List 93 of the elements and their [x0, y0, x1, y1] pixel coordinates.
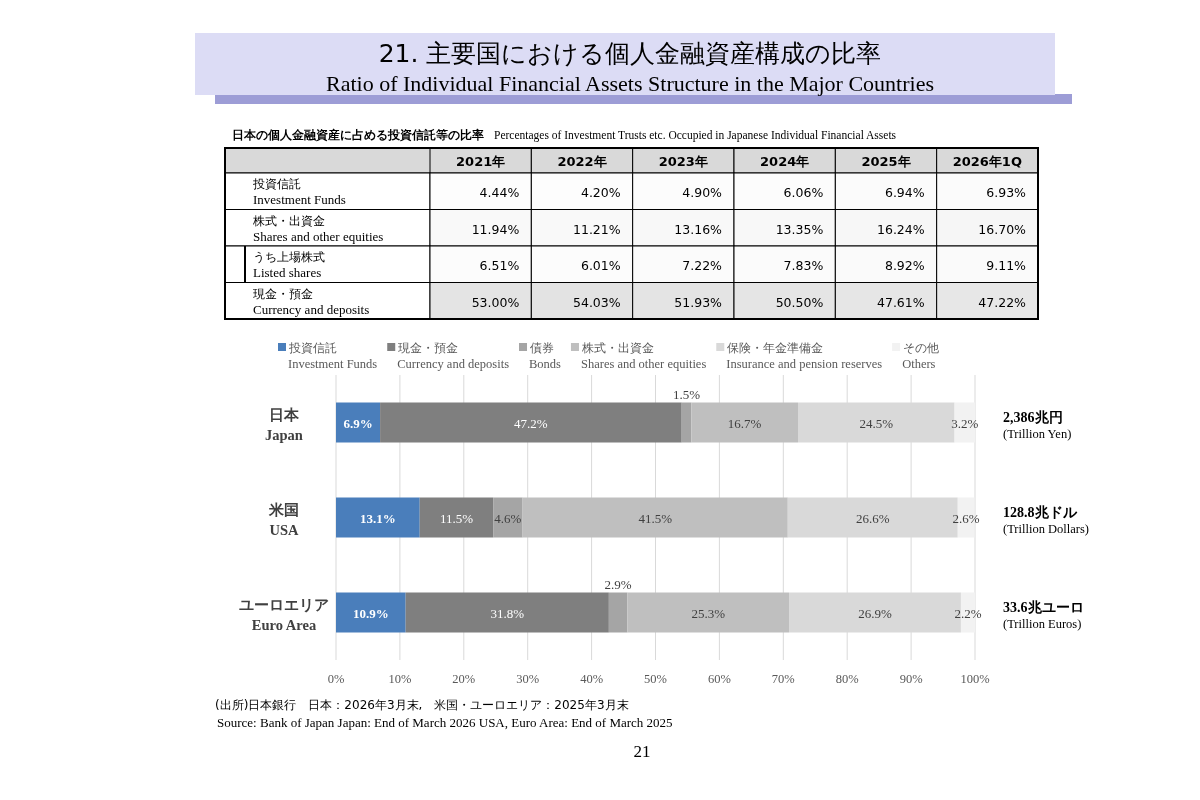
y-tick-label: うち上場株式 Listed shares — [253, 250, 325, 280]
data-label: 6.93% — [986, 185, 1027, 200]
data-label: 6.01% — [580, 258, 621, 273]
data-label: 6.06% — [783, 185, 824, 200]
x-tick-label: 90% — [899, 672, 923, 686]
data-label: 47.22% — [978, 294, 1027, 310]
y-tick-label: 日本 Japan — [265, 406, 303, 443]
text: 日本の個人金融資産に占める投資信託等の比率 — [232, 128, 484, 142]
bar — [627, 592, 790, 633]
data-label: 51.93% — [674, 294, 723, 310]
x-tick-label: 60% — [707, 672, 731, 686]
data-label: 4.44% — [479, 185, 520, 200]
data-label: 6.94% — [884, 185, 925, 200]
value-label: 1.5% — [672, 386, 701, 402]
value-label: 47.2% — [514, 415, 548, 431]
bar — [522, 497, 788, 538]
bar — [380, 402, 682, 443]
bar — [493, 497, 523, 538]
data-label: 13.35% — [775, 221, 824, 237]
text: 128.8兆ドル (Trillion Dollars) — [1003, 504, 1089, 536]
x-tick-label: 80% — [835, 672, 859, 686]
data-label: 16.70% — [978, 221, 1027, 237]
legend-label: 保険・年金準備金 Insurance and pension reserves — [726, 341, 883, 371]
y-tick-label: 株式・出資金 Shares and other equities — [252, 213, 384, 244]
value-label: 16.7% — [727, 415, 762, 431]
value-label: 2.6% — [952, 510, 980, 526]
x-tick-label: 2021年 — [456, 154, 506, 169]
legend-label: その他 Others — [902, 341, 940, 371]
legend-label: 債券 Bonds — [529, 341, 562, 371]
text: 2,386兆円 (Trillion Yen) — [1003, 409, 1072, 441]
x-tick-label: 2022年 — [557, 154, 607, 169]
x-tick-label: 2026年1Q — [952, 154, 1022, 169]
bar — [336, 402, 381, 443]
data-label: 54.03% — [572, 294, 621, 310]
legend-label: 株式・出資金 Shares and other equities — [580, 341, 707, 371]
data-label: 8.92% — [884, 258, 925, 273]
x-tick-label: 100% — [960, 672, 990, 686]
value-label: 10.9% — [352, 605, 389, 621]
x-tick-label: 0% — [327, 672, 345, 686]
data-label: 6.51% — [479, 258, 520, 273]
data-label: 47.61% — [876, 294, 925, 310]
data-label: 11.21% — [572, 221, 621, 237]
x-tick-label: 10% — [388, 672, 412, 686]
x-tick-label: 50% — [644, 672, 667, 686]
x-tick-label: 20% — [452, 672, 476, 686]
text: Percentages of Investment Trusts etc. Occupied in Japanese Individual Financial Assets — [494, 129, 897, 142]
value-label: 26.6% — [855, 510, 890, 526]
value-label: 25.3% — [691, 605, 725, 621]
data-label: 11.94% — [471, 221, 520, 237]
source-note: Source: Bank of Japan Japan: End of March 2026 USA, Euro Area: End of March 2025 — [217, 715, 673, 730]
value-label: 31.8% — [490, 605, 525, 621]
bar — [336, 497, 420, 538]
y-tick-label: 米国 USA — [268, 501, 300, 538]
value-label: 4.6% — [494, 510, 522, 526]
bar — [608, 592, 628, 633]
value-label: 3.2% — [951, 415, 979, 431]
bar — [681, 402, 692, 443]
x-tick-label: 70% — [771, 672, 795, 686]
bar — [405, 592, 609, 633]
x-tick-label: 2023年 — [658, 154, 708, 169]
value-label: 6.9% — [343, 415, 373, 431]
y-tick-label: 投資信託 Investment Funds — [252, 177, 346, 207]
x-tick-label: 30% — [516, 672, 540, 686]
chart-title: 21. 主要国における個人金融資産構成の比率 — [378, 39, 882, 68]
chart-subtitle: Ratio of Individual Financial Assets Structure in the Major Countries — [326, 71, 934, 96]
data-label: 13.16% — [674, 221, 723, 237]
value-label: 2.9% — [604, 576, 632, 592]
x-tick-label: 40% — [580, 672, 604, 686]
value-label: 24.5% — [859, 415, 894, 431]
bar — [419, 497, 494, 538]
bar — [336, 592, 406, 633]
text: 33.6兆ユーロ (Trillion Euros) — [1003, 599, 1084, 631]
value-label: 11.5% — [439, 510, 473, 526]
text: (出所)日本銀行 日本：2026年3月末, 米国・ユーロエリア：2025年3月末 — [215, 698, 629, 712]
bar — [691, 402, 798, 443]
y-tick-label: 現金・預金 Currency and deposits — [253, 286, 370, 317]
legend-label: 現金・預金 Currency and deposits — [397, 341, 510, 371]
data-label: 16.24% — [876, 221, 925, 237]
data-label: 4.90% — [682, 185, 723, 200]
data-label: 4.20% — [580, 185, 621, 200]
text: 21 — [633, 742, 651, 761]
data-label: 53.00% — [471, 294, 520, 310]
x-tick-label: 2025年 — [861, 154, 911, 169]
data-label: 50.50% — [775, 294, 824, 310]
x-tick-label: 2024年 — [760, 154, 810, 169]
data-label: 7.22% — [682, 258, 723, 273]
value-label: 2.2% — [954, 605, 982, 621]
data-label: 9.11% — [986, 258, 1027, 273]
data-label: 7.83% — [783, 258, 824, 273]
value-label: 26.9% — [858, 605, 892, 621]
value-label: 13.1% — [360, 510, 396, 526]
value-label: 41.5% — [638, 510, 672, 526]
y-tick-label: ユーロエリア Euro Area — [239, 596, 329, 633]
